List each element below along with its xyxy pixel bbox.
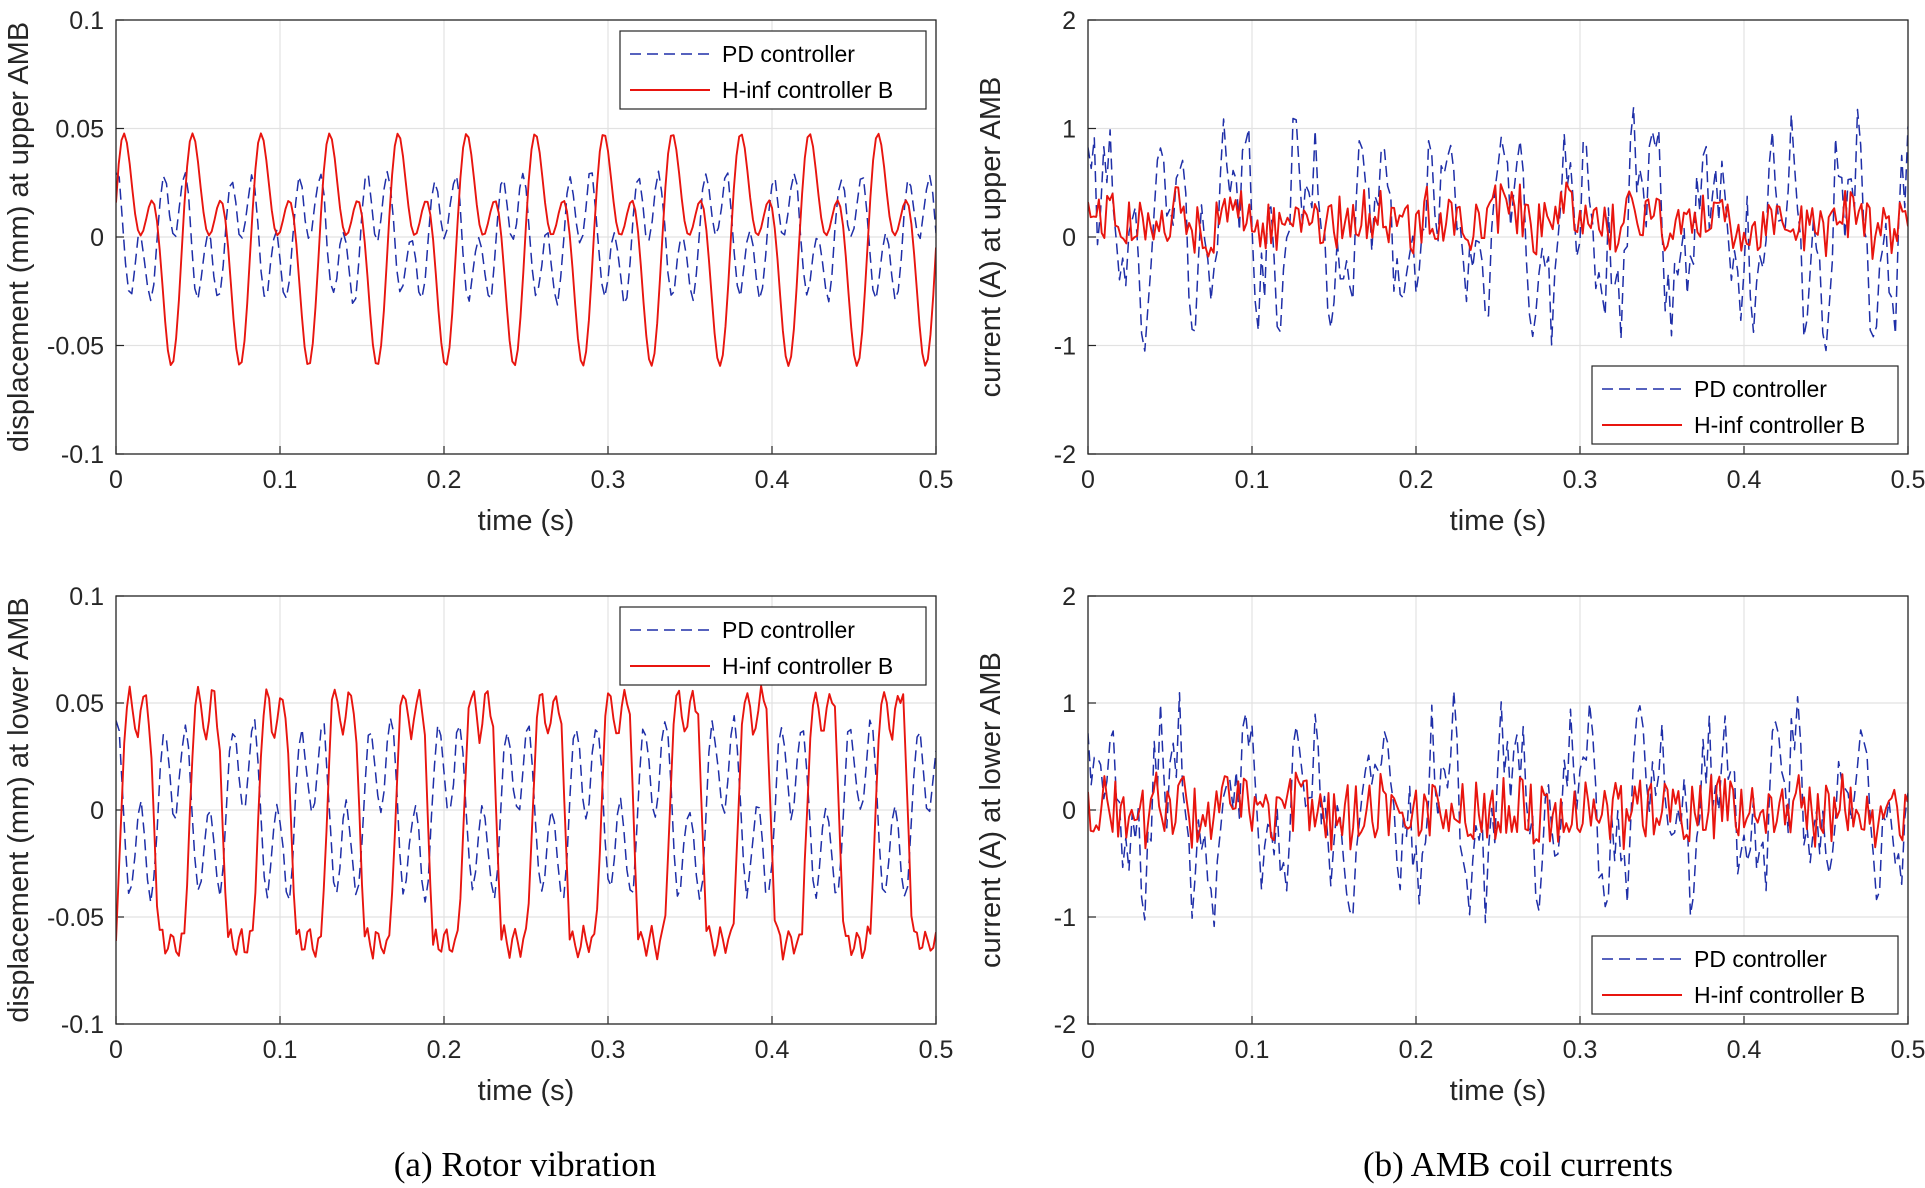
y-axis-label: current (A) at upper AMB (975, 77, 1007, 398)
x-tick-label: 0.2 (1399, 1036, 1434, 1064)
x-axis-label: time (s) (478, 505, 575, 537)
legend-box (1591, 365, 1899, 445)
x-tick-label: 0.3 (591, 466, 626, 494)
legend: PD controller H-inf controller B (619, 606, 927, 686)
y-tick-label: 0.05 (55, 116, 104, 144)
x-tick-label: 0.2 (427, 466, 462, 494)
y-axis-label: current (A) at lower AMB (975, 652, 1007, 968)
x-tick-label: 0.4 (1727, 466, 1762, 494)
y-tick-label: 1 (1062, 690, 1076, 718)
pd-controller-line (1088, 690, 1908, 928)
legend: PD controller H-inf controller B (619, 30, 927, 110)
pd-controller-line (116, 715, 936, 904)
x-tick-label: 0.1 (1235, 466, 1270, 494)
y-tick-label: -0.05 (47, 904, 104, 932)
plot-frame (1087, 595, 1909, 1025)
y-tick-label: -0.1 (61, 1011, 104, 1039)
x-tick-label: 0.5 (919, 466, 954, 494)
hinf-controller-b-line (1088, 181, 1908, 260)
pd-controller-line (1088, 106, 1908, 352)
x-tick-label: 0.5 (1891, 1036, 1925, 1064)
x-axis-label: time (s) (478, 1075, 575, 1107)
hinf-controller-b-line (116, 132, 936, 367)
y-tick-label: 2 (1062, 7, 1076, 35)
hinf-controller-b-line (1088, 771, 1908, 851)
legend-box (619, 30, 927, 110)
y-tick-label: 2 (1062, 583, 1076, 611)
y-tick-label: -0.1 (61, 441, 104, 469)
legend-box (619, 606, 927, 686)
x-tick-label: 0.3 (1563, 1036, 1598, 1064)
x-tick-label: 0 (109, 466, 123, 494)
y-tick-label: -1 (1054, 333, 1076, 361)
x-tick-label: 0 (1081, 466, 1095, 494)
legend-hinf-label: H-inf controller B (1694, 412, 1865, 438)
caption-rotor-vibration: (a) Rotor vibration (394, 1145, 656, 1184)
x-tick-label: 0.4 (1727, 1036, 1762, 1064)
caption-amb-coil-currents: (b) AMB coil currents (1363, 1145, 1673, 1184)
x-tick-label: 0.3 (591, 1036, 626, 1064)
plot-lower-displacement: 0 0.1 0.2 0.3 0.4 0.5 -0.1 -0.05 0 0.05 0.1 time (s… (3, 583, 953, 1107)
y-tick-label: 0 (1062, 224, 1076, 252)
legend-hinf-label: H-inf controller B (722, 653, 893, 679)
legend-pd-label: PD controller (722, 41, 855, 67)
y-axis-label: displacement (mm) at upper AMB (3, 22, 35, 452)
legend-hinf-label: H-inf controller B (722, 77, 893, 103)
x-tick-label: 0.5 (919, 1036, 954, 1064)
x-tick-label: 0.2 (427, 1036, 462, 1064)
y-tick-label: -0.05 (47, 333, 104, 361)
plot-upper-displacement: 0 0.1 0.2 0.3 0.4 0.5 -0.1 -0.05 0 0.05 0.1 time (s… (3, 7, 953, 537)
y-tick-label: -2 (1054, 441, 1076, 469)
y-tick-label: -1 (1054, 904, 1076, 932)
x-tick-label: 0.2 (1399, 466, 1434, 494)
hinf-controller-b-line (116, 684, 936, 961)
x-tick-label: 0 (109, 1036, 123, 1064)
legend: PD controller H-inf controller B (1591, 365, 1899, 445)
legend-pd-label: PD controller (722, 617, 855, 643)
legend: PD controller H-inf controller B (1591, 935, 1899, 1015)
legend-pd-label: PD controller (1694, 376, 1827, 402)
y-tick-label: 0 (90, 797, 104, 825)
x-tick-label: 0.4 (755, 466, 790, 494)
legend-box (1591, 935, 1899, 1015)
y-axis-label: displacement (mm) at lower AMB (3, 597, 35, 1022)
x-tick-label: 0.5 (1891, 466, 1925, 494)
y-tick-label: 0.1 (69, 583, 104, 611)
y-tick-label: 0.1 (69, 7, 104, 35)
plot-lower-current: 0 0.1 0.2 0.3 0.4 0.5 -2 -1 0 1 2 time (s) current (… (975, 583, 1925, 1107)
plot-upper-current: 0 0.1 0.2 0.3 0.4 0.5 -2 -1 0 1 2 time (s) current (… (975, 7, 1925, 537)
y-tick-label: 0 (90, 224, 104, 252)
legend-hinf-label: H-inf controller B (1694, 982, 1865, 1008)
x-tick-label: 0.1 (263, 1036, 298, 1064)
y-tick-label: 1 (1062, 116, 1076, 144)
x-tick-label: 0.1 (1235, 1036, 1270, 1064)
plot-frame (1087, 19, 1909, 455)
y-tick-label: 0.05 (55, 690, 104, 718)
x-axis-label: time (s) (1450, 1075, 1547, 1107)
plot-frame (115, 19, 937, 455)
legend-pd-label: PD controller (1694, 946, 1827, 972)
pd-controller-line (116, 170, 936, 306)
x-tick-label: 0.1 (263, 466, 298, 494)
x-tick-label: 0 (1081, 1036, 1095, 1064)
y-tick-label: -2 (1054, 1011, 1076, 1039)
x-axis-label: time (s) (1450, 505, 1547, 537)
y-tick-label: 0 (1062, 797, 1076, 825)
plot-frame (115, 595, 937, 1025)
x-tick-label: 0.3 (1563, 466, 1598, 494)
x-tick-label: 0.4 (755, 1036, 790, 1064)
